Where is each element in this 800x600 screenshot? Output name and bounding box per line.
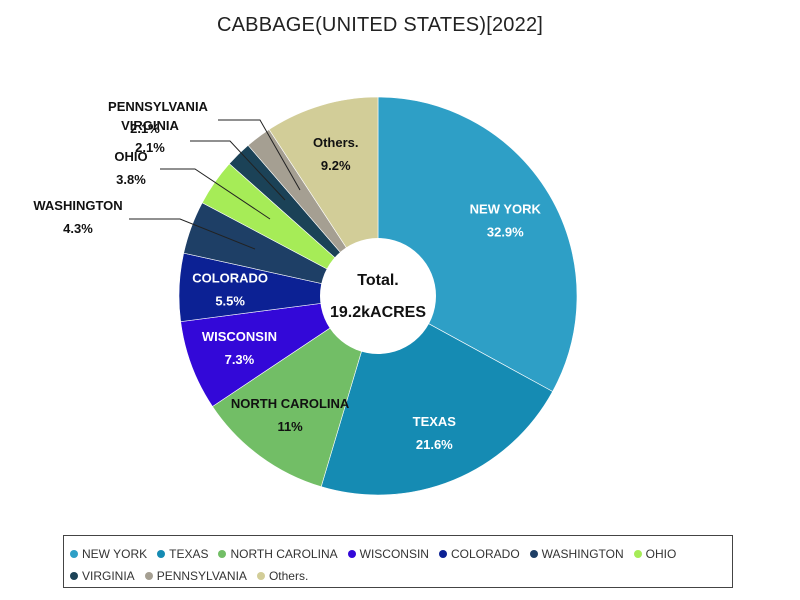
slice-value-ohio: 3.8% (116, 172, 146, 187)
legend-swatch (70, 550, 78, 558)
slice-label-north-carolina: NORTH CAROLINA (231, 396, 350, 411)
slice-label-pennsylvania: PENNSYLVANIA (108, 99, 209, 114)
slice-label-texas: TEXAS (413, 414, 457, 429)
slice-value-others: 9.2% (321, 158, 351, 173)
legend-label: VIRGINIA (82, 569, 135, 583)
slice-value-pennsylvania: 2.1% (130, 121, 160, 136)
legend-swatch (529, 550, 538, 558)
center-total-value: 19.2kACRES (330, 304, 426, 321)
legend-swatch (347, 550, 356, 558)
legend-item-new-york: NEW YORK (70, 543, 147, 565)
slice-value-wisconsin: 7.3% (225, 352, 255, 367)
legend-swatch (256, 572, 265, 580)
legend-item-others: Others. (256, 565, 309, 587)
legend-swatch (157, 550, 166, 558)
slice-label-colorado: COLORADO (192, 270, 268, 285)
legend-label: TEXAS (169, 547, 209, 561)
slice-label-virginia: VIRGINIA (121, 118, 179, 133)
legend-item-colorado: COLORADO (438, 543, 520, 565)
chart-title: CABBAGE(UNITED STATES)[2022] (216, 14, 544, 36)
slice-label-wisconsin: WISCONSIN (202, 329, 277, 344)
legend-item-north-carolina: NORTH CAROLINA (218, 543, 338, 565)
leader-line-washington (129, 218, 256, 250)
pie-chart: NEW YORK 32.9% TEXAS 21.6% NORTH CAROLINA 11%… (33, 96, 578, 496)
slice-label-ohio: OHIO (114, 149, 147, 164)
legend-item-pennsylvania: PENNSYLVANIA (144, 565, 247, 587)
legend-label: PENNSYLVANIA (156, 569, 247, 583)
legend-label: NORTH CAROLINA (230, 547, 338, 561)
slice-value-new-york: 32.9% (487, 225, 524, 240)
slice-value-virginia: 2.1% (135, 140, 165, 155)
legend-swatch (144, 572, 153, 580)
center-hole (320, 238, 436, 354)
legend-label: COLORADO (450, 547, 520, 561)
slice-value-washington: 4.3% (63, 221, 93, 236)
legend-item-virginia: VIRGINIA (70, 565, 135, 587)
legend-item-texas: TEXAS (157, 543, 208, 565)
leader-line-virginia (190, 140, 286, 201)
leader-line-pennsylvania (218, 119, 301, 191)
legend-label: OHIO (645, 547, 677, 561)
slice-value-texas: 21.6% (416, 437, 453, 452)
legend: NEW YORK TEXAS NORTH CAROLINA WISCONSIN COLO… (63, 535, 733, 588)
center-total-label: Total. (357, 272, 398, 289)
slice-value-colorado: 5.5% (215, 293, 245, 308)
legend-item-ohio: OHIO (633, 543, 677, 565)
slice-value-north-carolina: 11% (277, 419, 303, 434)
slice-label-washington: WASHINGTON (33, 198, 122, 213)
legend-swatch (438, 550, 447, 558)
leader-line-ohio (160, 168, 271, 220)
pie-slice-north-carolina (212, 295, 379, 488)
legend-label: WASHINGTON (541, 547, 624, 561)
legend-item-wisconsin: WISCONSIN (347, 543, 429, 565)
legend-label: WISCONSIN (359, 547, 429, 561)
legend-item-washington: WASHINGTON (529, 543, 624, 565)
legend-label: Others. (268, 569, 309, 583)
slice-label-new-york: NEW YORK (470, 202, 542, 217)
legend-swatch (70, 572, 78, 580)
slice-label-others: Others. (313, 135, 359, 150)
legend-swatch (633, 550, 642, 558)
legend-swatch (218, 550, 227, 558)
legend-label: NEW YORK (82, 547, 148, 561)
